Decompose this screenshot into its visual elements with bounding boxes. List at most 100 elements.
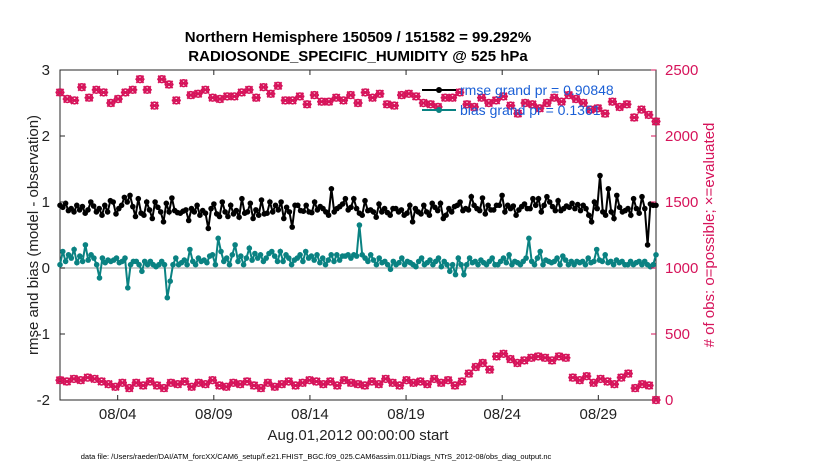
rmse-point [166,209,172,215]
obs-evaluated-high-marker [258,82,269,92]
bias-point [466,255,473,261]
rmse-point [211,201,217,207]
obs-evaluated-high-marker [622,100,632,109]
rmse-point [353,205,360,212]
bias-point [435,255,442,261]
bias-point [240,261,247,268]
bias-point [99,255,106,261]
rmse-point [283,204,290,211]
rmse-point [149,215,156,222]
rmse-point [194,202,200,209]
rmse-point [485,202,491,209]
obs-evaluated-low-marker [200,379,211,389]
bias-point [325,257,332,263]
rmse-point [351,195,357,202]
bias-point [396,259,402,266]
obs-evaluated-low-marker [623,369,633,378]
rmse-point [110,199,116,205]
rmse-point [370,209,377,215]
obs-evaluated-high-marker [237,88,247,97]
obs-evaluated-low-marker [284,377,294,386]
rmse-point [476,207,483,214]
rmse-point [205,225,212,232]
obs-evaluated-high-marker [360,88,370,97]
rmse-point [510,203,517,209]
obs-evaluated-high-marker [411,92,421,101]
y-tick-right-label: 0 [665,392,673,409]
bias-point [582,261,589,268]
rmse-point [247,200,254,207]
obs-evaluated-low-marker [187,382,197,392]
rmse-point [183,207,189,213]
rmse-point [602,212,609,218]
bias-point [500,255,507,261]
obs-evaluated-low-marker [422,379,432,389]
rmse-point [197,212,203,218]
obs-evaluated-high-marker [353,98,363,108]
chart-title: Northern Hemisphere 150509 / 151582 = 99… [185,29,531,46]
rmse-point [616,204,623,211]
obs-evaluated-high-marker [302,100,312,109]
bias-point [173,255,179,261]
rmse-point [521,201,528,207]
series-layer [55,74,661,405]
obs-evaluated-low-marker [464,369,474,378]
rmse-point [583,205,589,212]
bias-point [286,255,292,261]
bias-point [91,255,97,261]
obs-evaluated-low-marker [117,378,127,388]
bias-point [653,252,659,258]
obs-evaluated-high-marker [491,96,501,105]
rmse-point [611,215,617,222]
bias-point [531,261,538,268]
rmse-point [239,195,245,202]
obs-evaluated-low-marker [221,382,231,392]
bias-point [557,261,563,268]
bias-point [317,259,323,266]
bias-point [554,255,560,261]
rmse-point [227,202,234,209]
rmse-point [163,200,170,207]
bias-point [650,261,656,268]
bias-point [353,253,360,259]
rmse-point [418,211,424,217]
obs-evaluated-high-marker [426,100,436,109]
rmse-point [448,209,455,215]
rmse-point [74,202,80,209]
obs-evaluated-high-marker [615,102,625,112]
rmse-point [143,199,150,205]
rmse-point [233,207,240,214]
bias-point [122,255,128,261]
rmse-point [434,207,441,214]
rmse-point [303,202,310,209]
obs-evaluated-high-marker [338,96,349,105]
bias-point [139,268,145,275]
x-axis-label: Aug.01,2012 00:00:00 start [268,427,450,444]
obs-evaluated-low-marker [325,377,335,386]
obs-evaluated-low-marker [630,383,640,393]
x-tick-label: 08/04 [99,406,137,423]
bias-point [328,252,335,258]
obs-evaluated-high-marker [324,97,334,106]
y-tick-left-label: 3 [42,62,50,79]
rmse-point [479,195,486,201]
obs-evaluated-low-marker [616,373,626,382]
obs-evaluated-high-marker [208,93,218,102]
rmse-point [121,194,128,201]
rmse-point [225,213,231,220]
obs-evaluated-low-marker [554,352,564,361]
rmse-point [118,202,125,209]
legend-bias-label: bias grand pr = 0.1361 [460,102,601,118]
rmse-point [157,209,164,215]
rmse-point [546,199,553,205]
bias-point [252,250,258,257]
rmse-point [104,209,111,215]
chart-subtitle: RADIOSONDE_SPECIFIC_HUMIDITY @ 525 hPa [188,48,528,65]
obs-evaluated-low-marker [637,379,647,389]
x-tick-label: 08/24 [483,406,521,423]
obs-evaluated-low-marker [533,352,543,361]
rmse-point [614,192,620,199]
obs-evaluated-low-marker [561,353,571,362]
obs-evaluated-high-marker [84,93,94,102]
